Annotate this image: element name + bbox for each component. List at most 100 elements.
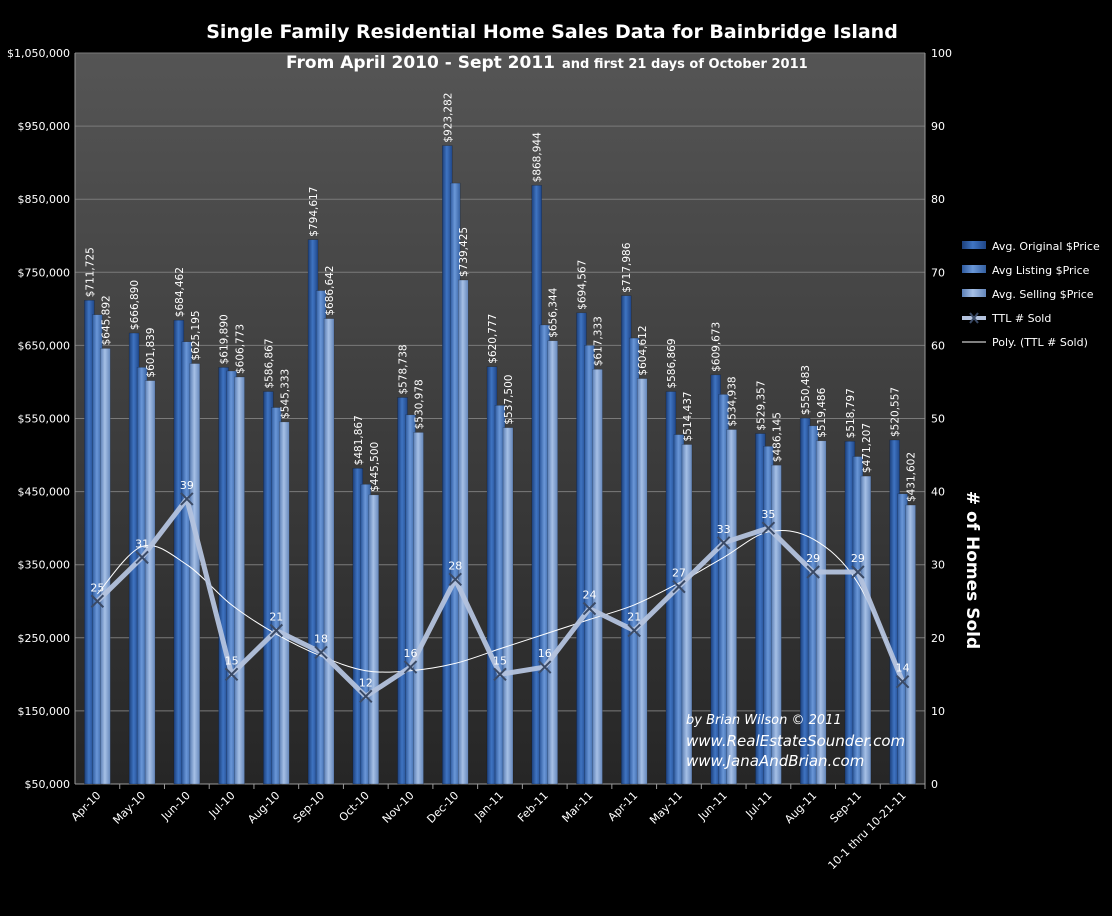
left-tick-label: $750,000 (18, 266, 71, 279)
data-label-original-price: $586,869 (666, 338, 678, 388)
left-tick-label: $850,000 (18, 193, 71, 206)
data-label-homes-sold: 29 (806, 552, 820, 565)
chart-title: Single Family Residential Home Sales Dat… (206, 21, 898, 43)
x-tick-label: Nov-10 (380, 789, 417, 826)
right-axis-title: # of Homes Sold (962, 491, 982, 649)
data-label-original-price: $868,944 (532, 132, 544, 182)
data-label-original-price: $520,557 (890, 387, 902, 437)
data-label-selling-price: $530,978 (414, 379, 426, 429)
legend-selling-price-swatch (962, 289, 986, 297)
x-tick-label: Jul-10 (206, 789, 238, 821)
data-label-original-price: $578,738 (398, 344, 410, 394)
marker-homes-sold (895, 674, 910, 689)
data-label-selling-price: $537,500 (503, 375, 515, 425)
x-tick-label: Aug-11 (782, 789, 819, 826)
data-label-selling-price: $656,344 (548, 287, 560, 337)
data-label-original-price: $684,462 (174, 267, 186, 317)
data-label-original-price: $711,725 (84, 247, 96, 297)
x-tick-label: Oct-10 (337, 789, 372, 824)
data-label-original-price: $666,890 (129, 280, 141, 330)
data-label-homes-sold: 29 (851, 552, 865, 565)
data-label-homes-sold: 33 (717, 523, 731, 536)
bar-selling-price (189, 363, 201, 785)
data-label-homes-sold: 27 (672, 567, 686, 580)
data-label-selling-price: $514,437 (682, 391, 694, 441)
bar-selling-price (860, 475, 872, 785)
data-label-homes-sold: 24 (582, 589, 596, 602)
marker-homes-sold (806, 565, 820, 579)
legend-homes-sold-label: TTL # Sold (991, 312, 1051, 325)
bar-selling-price (502, 427, 514, 785)
x-tick-label: Mar-11 (560, 789, 596, 825)
trendline-homes-sold (97, 529, 904, 682)
legend-selling-price-label: Avg. Selling $Price (992, 288, 1094, 301)
credit-line: www.JanaAndBrian.com (686, 752, 864, 770)
bar-selling-price (815, 440, 827, 785)
data-label-original-price: $518,797 (845, 388, 857, 438)
left-tick-label: $350,000 (18, 559, 71, 572)
data-label-original-price: $694,567 (576, 260, 588, 310)
data-label-selling-price: $606,773 (235, 324, 247, 374)
data-label-original-price: $923,282 (442, 93, 454, 143)
data-label-homes-sold: 16 (404, 647, 418, 660)
data-label-selling-price: $471,207 (861, 423, 873, 473)
data-label-homes-sold: 25 (90, 581, 104, 594)
data-label-selling-price: $686,642 (324, 266, 336, 316)
data-label-original-price: $481,867 (353, 415, 365, 465)
data-label-homes-sold: 15 (225, 654, 239, 667)
marker-homes-sold (761, 521, 776, 535)
data-label-homes-sold: 39 (180, 479, 194, 492)
marker-homes-sold (493, 667, 507, 682)
data-label-homes-sold: 21 (627, 610, 641, 623)
data-label-selling-price: $445,500 (369, 442, 381, 492)
legend-listing-price-swatch (962, 265, 986, 273)
right-tick-label: 20 (931, 632, 945, 645)
left-tick-label: $550,000 (18, 413, 71, 426)
marker-homes-sold (851, 565, 865, 579)
data-label-selling-price: $545,333 (279, 369, 291, 419)
legend-trendline-label: Poly. (TTL # Sold) (992, 336, 1088, 349)
data-label-homes-sold: 35 (761, 508, 775, 521)
data-label-homes-sold: 28 (448, 559, 462, 572)
marker-homes-sold (314, 645, 328, 660)
marker-homes-sold (672, 579, 686, 594)
credit-line: www.RealEstateSounder.com (686, 732, 905, 750)
marker-homes-sold (448, 572, 462, 587)
chart-subtitle-main: From April 2010 - Sept 2011 (286, 53, 555, 73)
x-tick-label: Aug-10 (245, 789, 282, 826)
data-label-selling-price: $534,938 (727, 376, 739, 426)
legend-original-price-swatch (962, 241, 986, 249)
bar-selling-price (323, 318, 335, 785)
data-label-original-price: $619,890 (219, 314, 231, 364)
right-tick-label: 90 (931, 120, 945, 133)
bar-selling-price (100, 348, 111, 785)
bar-selling-price (144, 380, 156, 785)
credit-line: by Brian Wilson © 2011 (686, 713, 842, 728)
x-tick-label: Jul-11 (743, 789, 775, 821)
x-tick-label: May-10 (110, 789, 148, 827)
x-tick-label: Feb-11 (515, 789, 551, 825)
marker-homes-sold (180, 492, 194, 506)
bar-selling-price (279, 421, 290, 785)
legend-original-price-label: Avg. Original $Price (992, 240, 1100, 253)
left-tick-label: $950,000 (18, 120, 71, 133)
data-label-original-price: $550,483 (800, 365, 812, 415)
bar-selling-price (368, 494, 380, 785)
x-tick-label: May-11 (647, 789, 685, 827)
data-label-original-price: $609,673 (711, 322, 723, 372)
data-label-homes-sold: 12 (359, 676, 373, 689)
bar-selling-price (234, 376, 245, 785)
marker-homes-sold (627, 623, 641, 638)
data-label-selling-price: $617,333 (592, 316, 604, 366)
bar-selling-price (592, 369, 603, 785)
x-tick-label: Jun-10 (158, 789, 193, 824)
data-label-original-price: $529,357 (755, 380, 767, 430)
x-tick-label: Jan-11 (472, 789, 507, 824)
data-label-selling-price: $601,839 (145, 327, 157, 377)
left-tick-label: $650,000 (18, 339, 71, 352)
left-tick-label: $450,000 (18, 486, 71, 499)
bar-selling-price (458, 279, 469, 785)
data-label-homes-sold: 18 (314, 632, 328, 645)
